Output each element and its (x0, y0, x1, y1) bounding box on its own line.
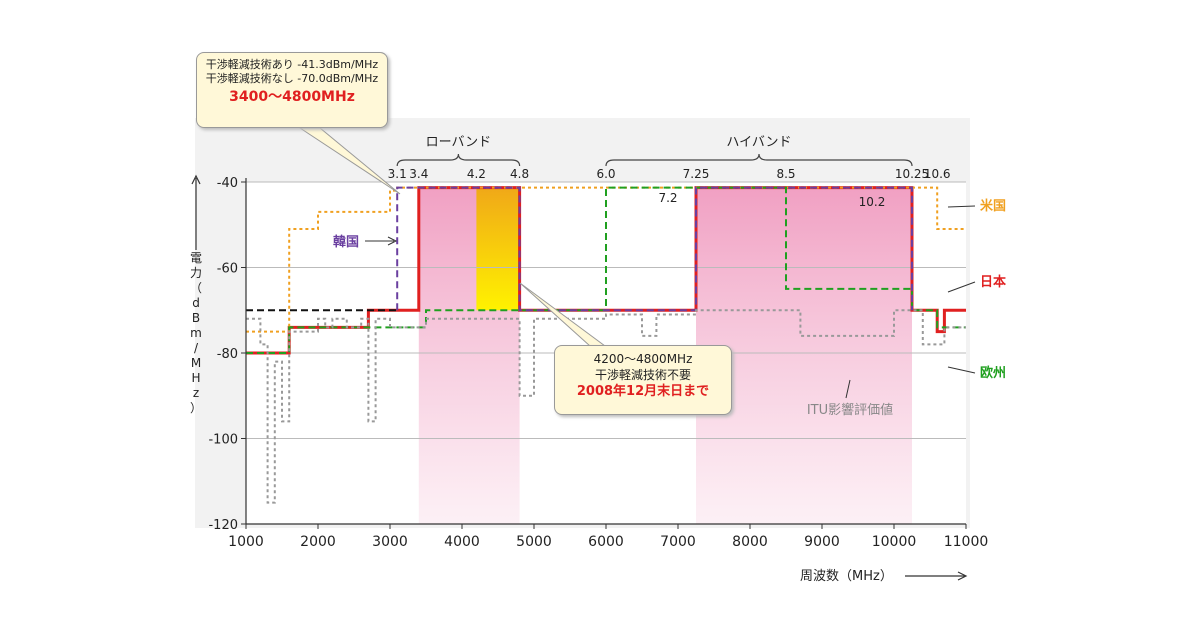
band-tick-label: 4.8 (510, 167, 529, 181)
legend-pointer (947, 281, 976, 293)
x-tick-label: 11000 (944, 534, 989, 550)
callout-bottom-line3: 2008年12月末日まで (576, 384, 710, 399)
x-tick-label: 7000 (660, 534, 696, 550)
y-tick-label: -60 (217, 262, 238, 277)
y-axis-label-char: m (190, 326, 202, 340)
x-axis-label: 周波数（MHz） (800, 569, 893, 584)
x-tick-label: 2000 (300, 534, 336, 550)
legend-pointer (947, 205, 976, 208)
value-label: 7.2 (658, 191, 677, 205)
x-tick-label: 3000 (372, 534, 408, 550)
series-line (396, 186, 913, 312)
x-tick-label: 10000 (872, 534, 917, 550)
callout-top-line1: 干渉軽減技術あり -41.3dBm/MHz (205, 58, 379, 71)
value-label: 10.2 (859, 195, 886, 209)
itu-pointer (845, 379, 851, 399)
callout-top-line2: 干渉軽減技術なし -70.0dBm/MHz (205, 72, 379, 85)
band-tick-label: 10.6 (924, 167, 951, 181)
band-tick-label: 3.1 (388, 167, 407, 181)
y-tick-label: -80 (217, 347, 238, 362)
y-axis-label-char: （ (190, 281, 202, 295)
band-tick-label: 7.25 (683, 167, 710, 181)
series-line (246, 309, 966, 504)
series-line (246, 186, 966, 333)
x-tick-label: 9000 (804, 534, 840, 550)
y-tick-label: -100 (208, 433, 238, 448)
eu-label: 欧州 (980, 365, 1006, 381)
callout-top-range: 3400～4800MHz (229, 89, 355, 105)
band-tick-label: 10.25 (895, 167, 929, 181)
y-axis-label-char: z (193, 386, 199, 400)
band-brace (396, 153, 521, 167)
band-tick-label: 4.2 (467, 167, 486, 181)
us-label: 米国 (980, 198, 1006, 214)
x-tick-label: 5000 (516, 534, 552, 550)
callout-bottom-line2: 干渉軽減技術不要 (594, 368, 691, 382)
callout-top: 干渉軽減技術あり -41.3dBm/MHz 干渉軽減技術なし -70.0dBm/… (196, 52, 388, 128)
band-tick-label: 6.0 (596, 167, 615, 181)
korea-label: 韓国 (333, 234, 359, 250)
x-tick-label: 1000 (228, 534, 264, 550)
japan-label: 日本 (980, 274, 1006, 290)
x-axis-arrowhead (957, 571, 968, 581)
y-tick-label: -120 (208, 518, 238, 533)
y-axis-arrowhead (191, 174, 201, 185)
band-tick-label: 8.5 (776, 167, 795, 181)
y-axis-label-char: / (194, 341, 199, 355)
y-axis-label-char: B (192, 311, 200, 325)
series-line (246, 186, 966, 354)
korea-arrowhead (387, 236, 398, 246)
callout-bottom-line1: 4200～4800MHz (593, 352, 693, 366)
x-tick-label: 4000 (444, 534, 480, 550)
y-tick-label: -40 (217, 176, 238, 191)
y-axis-label-char: M (191, 356, 201, 370)
band-label: ハイバンド (726, 135, 791, 150)
y-axis-label-char: H (191, 371, 200, 385)
y-axis-label-char: 電 (190, 251, 202, 265)
y-axis-label-char: d (192, 296, 200, 310)
band-brace (605, 153, 913, 167)
callout-bottom: 4200～4800MHz 干渉軽減技術不要 2008年12月末日まで (554, 345, 732, 415)
legend-pointer (947, 366, 976, 374)
band-label: ローバンド (426, 135, 492, 150)
itu-label: ITU影響評価値 (807, 402, 893, 418)
x-tick-label: 8000 (732, 534, 768, 550)
y-axis-label-char: ） (190, 401, 202, 415)
y-axis-label-char: 力 (190, 266, 202, 280)
x-tick-label: 6000 (588, 534, 624, 550)
callout-top-tail (298, 127, 401, 195)
highlight-band-pink (696, 187, 912, 524)
band-tick-label: 3.4 (409, 167, 428, 181)
highlight-band-gold (476, 187, 520, 311)
